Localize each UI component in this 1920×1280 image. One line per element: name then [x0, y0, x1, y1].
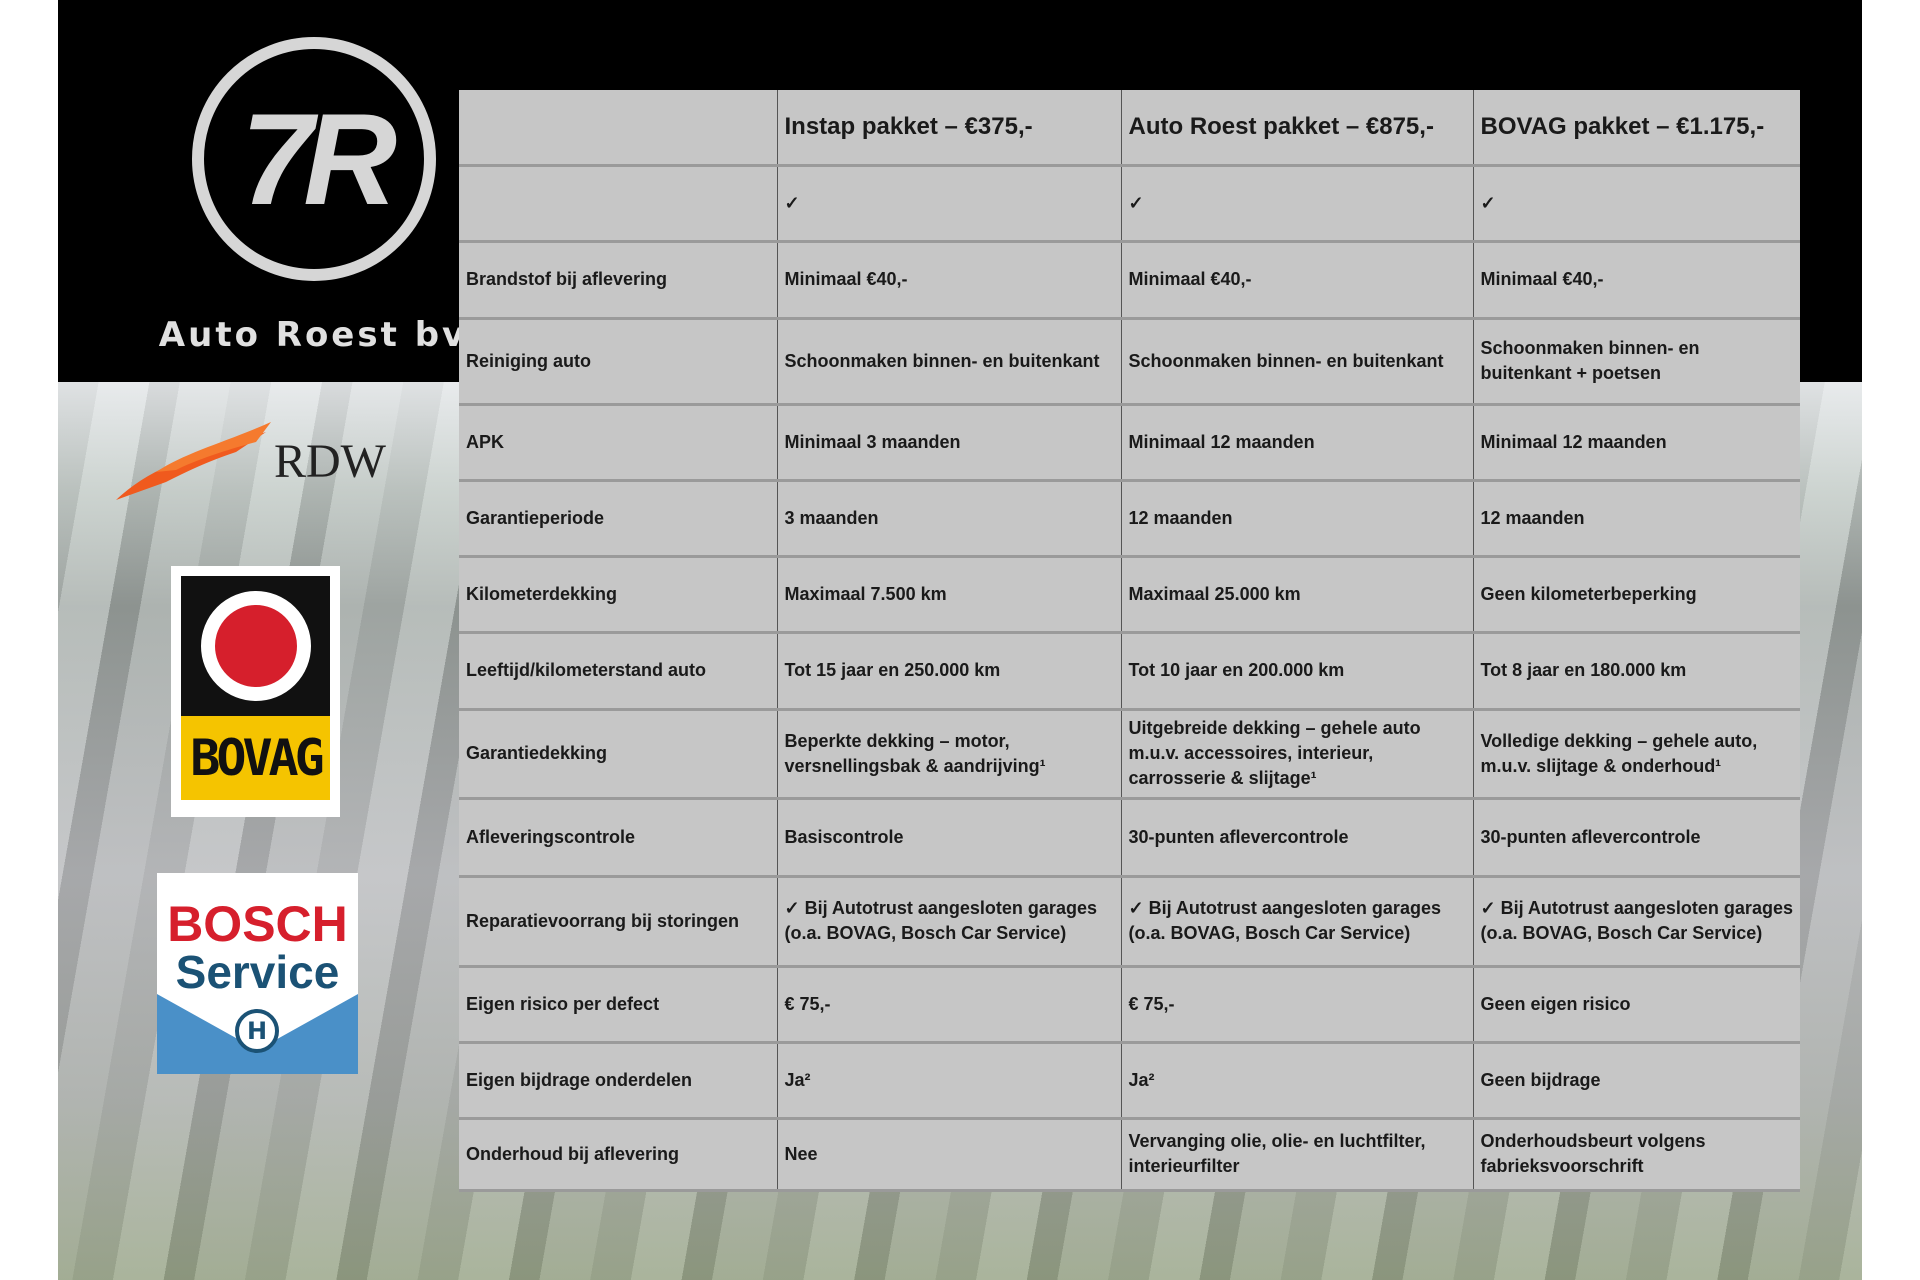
table-cell: Uitgebreide dekking – gehele auto m.u.v.… [1121, 709, 1474, 800]
bovag-ring-icon [200, 591, 311, 701]
row-label: Brandstof bij aflevering [459, 241, 778, 320]
table-cell: Minimaal €40,- [777, 241, 1122, 320]
table-cell: Schoonmaken binnen- en buitenkant + poet… [1473, 318, 1800, 406]
logo-glyph: 7R [240, 86, 397, 232]
table-cell: Basiscontrole [777, 798, 1122, 878]
table-cell: Schoonmaken binnen- en buitenkant [777, 318, 1122, 406]
table-cell: Ja² [777, 1042, 1122, 1120]
table-cell: ✓ [777, 165, 1122, 243]
table-row: Afleveringscontrole Basiscontrole 30-punte… [459, 798, 1800, 878]
bovag-text: BOVAG [181, 716, 330, 800]
table-header-row: Instap pakket – €375,- Auto Roest pakket … [459, 90, 1800, 167]
table-cell: Beperkte dekking – motor, versnellingsba… [777, 709, 1122, 800]
table-cell: Schoonmaken binnen- en buitenkant [1121, 318, 1474, 406]
rdw-wing-icon [116, 422, 271, 500]
table-cell: Onderhoudsbeurt volgens fabrieksvoorschr… [1473, 1118, 1800, 1192]
table-cell: Tot 8 jaar en 180.000 km [1473, 632, 1800, 711]
table-cell: Vervanging olie, olie- en luchtfilter, i… [1121, 1118, 1474, 1192]
table-cell: 12 maanden [1121, 480, 1474, 558]
rdw-text: RDW [274, 435, 386, 488]
table-cell: ✓ [1473, 165, 1800, 243]
table-cell: Volledige dekking – gehele auto, m.u.v. … [1473, 709, 1800, 800]
row-label: Eigen bijdrage onderdelen [459, 1042, 778, 1120]
rdw-logo: RDW [116, 422, 398, 502]
table-row: Reiniging auto Schoonmaken binnen- en bui… [459, 318, 1800, 406]
bovag-logo: BOVAG [171, 566, 340, 817]
brand-name: Auto Roest bv [158, 315, 468, 355]
bosch-service-logo: BOSCH Service H [157, 873, 358, 1074]
table-cell: Minimaal 3 maanden [777, 404, 1122, 482]
table-cell: Maximaal 7.500 km [777, 556, 1122, 634]
table-cell: € 75,- [1121, 966, 1474, 1044]
table-row: Reparatievoorrang bij storingen ✓ Bij Aut… [459, 876, 1800, 968]
table-cell: 12 maanden [1473, 480, 1800, 558]
table-cell: BOVAG pakket – €1.175,- [1473, 90, 1800, 167]
table-row: Eigen bijdrage onderdelen Ja² Ja² Geen bijd… [459, 1042, 1800, 1120]
table-cell: € 75,- [777, 966, 1122, 1044]
table-row: Onderhoud bij aflevering Nee Vervanging ol… [459, 1118, 1800, 1192]
row-label: Kilometerdekking [459, 556, 778, 634]
table-cell: Maximaal 25.000 km [1121, 556, 1474, 634]
row-label [459, 165, 778, 243]
table-cell: 30-punten aflevercontrole [1473, 798, 1800, 878]
table-row: ✓ ✓ ✓ [459, 165, 1800, 243]
table-cell: ✓ Bij Autotrust aangesloten garages (o.a… [777, 876, 1122, 968]
service-text: Service [175, 946, 340, 998]
table-cell: Tot 15 jaar en 250.000 km [777, 632, 1122, 711]
table-row: APK Minimaal 3 maanden Minimaal 12 maanden… [459, 404, 1800, 482]
table-cell: Instap pakket – €375,- [777, 90, 1122, 167]
table-cell: Minimaal €40,- [1121, 241, 1474, 320]
table-cell: Auto Roest pakket – €875,- [1121, 90, 1474, 167]
table-cell: ✓ Bij Autotrust aangesloten garages (o.a… [1121, 876, 1474, 968]
row-label: Eigen risico per defect [459, 966, 778, 1044]
table-cell: Geen kilometerbeperking [1473, 556, 1800, 634]
package-comparison-table: Instap pakket – €375,- Auto Roest pakket … [459, 90, 1800, 1192]
table-row: Garantiedekking Beperkte dekking – motor,… [459, 709, 1800, 800]
row-label: Garantiedekking [459, 709, 778, 800]
table-row: Kilometerdekking Maximaal 7.500 km Maximaa… [459, 556, 1800, 634]
table-cell: ✓ [1121, 165, 1474, 243]
table-cell: Geen eigen risico [1473, 966, 1800, 1044]
table-cell: ✓ Bij Autotrust aangesloten garages (o.a… [1473, 876, 1800, 968]
bosch-armature-icon: H [235, 1009, 279, 1053]
table-row: Brandstof bij aflevering Minimaal €40,- Mi… [459, 241, 1800, 320]
table-cell: Geen bijdrage [1473, 1042, 1800, 1120]
table-cell: Ja² [1121, 1042, 1474, 1120]
row-label: Reiniging auto [459, 318, 778, 406]
table-cell: Tot 10 jaar en 200.000 km [1121, 632, 1474, 711]
logo-icon: 7R [192, 37, 436, 281]
table-cell: 3 maanden [777, 480, 1122, 558]
row-label: APK [459, 404, 778, 482]
row-label: Garantieperiode [459, 480, 778, 558]
bosch-text: BOSCH [167, 896, 348, 952]
row-label: Onderhoud bij aflevering [459, 1118, 778, 1192]
table-cell: Minimaal €40,- [1473, 241, 1800, 320]
table-cell: Minimaal 12 maanden [1473, 404, 1800, 482]
row-label: Leeftijd/kilometerstand auto [459, 632, 778, 711]
table-cell: Minimaal 12 maanden [1121, 404, 1474, 482]
row-label: Afleveringscontrole [459, 798, 778, 878]
table-row: Garantieperiode 3 maanden 12 maanden 12 maa… [459, 480, 1800, 558]
row-label [459, 90, 778, 167]
table-row: Leeftijd/kilometerstand auto Tot 15 jaar … [459, 632, 1800, 711]
table-cell: Nee [777, 1118, 1122, 1192]
table-row: Eigen risico per defect € 75,- € 75,- Geen … [459, 966, 1800, 1044]
row-label: Reparatievoorrang bij storingen [459, 876, 778, 968]
table-cell: 30-punten aflevercontrole [1121, 798, 1474, 878]
